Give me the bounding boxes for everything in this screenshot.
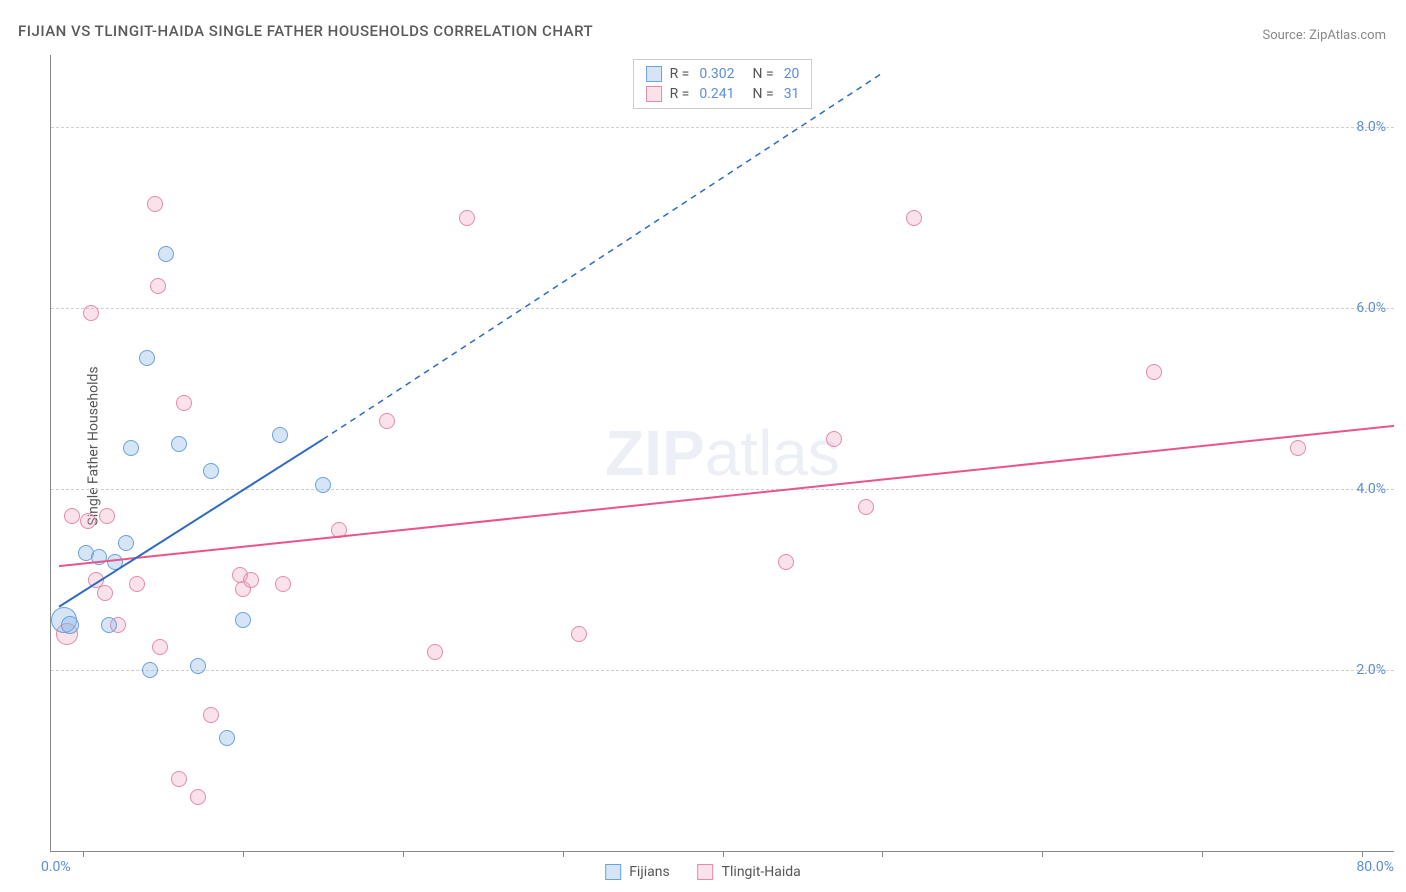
watermark-light: atlas: [705, 417, 840, 489]
x-tick: [1042, 851, 1043, 857]
scatter-point-pink: [1146, 364, 1162, 380]
legend-label: Tlingit-Haida: [722, 864, 801, 880]
scatter-point-pink: [243, 572, 259, 588]
legend-r-value: 0.302: [699, 66, 734, 82]
gridline-horizontal: [51, 489, 1394, 490]
x-tick: [83, 851, 84, 857]
scatter-point-pink: [64, 508, 80, 524]
scatter-point-pink: [171, 771, 187, 787]
scatter-point-blue: [203, 463, 219, 479]
scatter-point-pink: [190, 789, 206, 805]
scatter-point-blue: [139, 350, 155, 366]
trend-lines-layer: [51, 55, 1394, 851]
chart-title: FIJIAN VS TLINGIT-HAIDA SINGLE FATHER HO…: [18, 22, 593, 40]
scatter-point-pink: [80, 513, 96, 529]
x-axis-max-label: 80.0%: [1356, 859, 1394, 875]
gridline-horizontal: [51, 308, 1394, 309]
y-tick-label: 4.0%: [1356, 481, 1386, 497]
x-axis-min-label: 0.0%: [41, 859, 71, 875]
legend-n-label: N =: [753, 86, 774, 102]
watermark-bold: ZIP: [605, 417, 705, 489]
scatter-point-pink: [150, 278, 166, 294]
watermark: ZIPatlas: [605, 416, 840, 490]
scatter-point-pink: [83, 305, 99, 321]
legend-n-value: 31: [784, 86, 800, 102]
y-tick-label: 2.0%: [1356, 662, 1386, 678]
x-tick: [403, 851, 404, 857]
x-tick: [1202, 851, 1203, 857]
scatter-point-pink: [97, 585, 113, 601]
y-tick-label: 6.0%: [1356, 300, 1386, 316]
scatter-point-pink: [379, 413, 395, 429]
scatter-point-blue: [190, 658, 206, 674]
gridline-horizontal: [51, 127, 1394, 128]
x-tick: [882, 851, 883, 857]
legend-r-label: R =: [670, 86, 690, 102]
scatter-point-pink: [275, 576, 291, 592]
scatter-point-pink: [427, 644, 443, 660]
trend-line: [59, 426, 1394, 566]
scatter-point-pink: [778, 554, 794, 570]
scatter-point-blue: [235, 612, 251, 628]
legend-item-tlingit: Tlingit-Haida: [698, 864, 801, 880]
scatter-point-pink: [99, 508, 115, 524]
scatter-point-pink: [459, 210, 475, 226]
legend-swatch-pink: [646, 86, 662, 102]
series-legend: Fijians Tlingit-Haida: [605, 864, 801, 880]
scatter-point-pink: [129, 576, 145, 592]
scatter-point-pink: [826, 431, 842, 447]
scatter-point-pink: [176, 395, 192, 411]
scatter-point-blue: [272, 427, 288, 443]
gridline-horizontal: [51, 670, 1394, 671]
y-tick-label: 8.0%: [1356, 119, 1386, 135]
scatter-point-blue: [61, 616, 79, 634]
scatter-point-blue: [101, 617, 117, 633]
scatter-point-blue: [158, 246, 174, 262]
scatter-point-blue: [315, 477, 331, 493]
scatter-point-blue: [171, 436, 187, 452]
legend-swatch-icon: [698, 864, 714, 880]
legend-label: Fijians: [629, 864, 669, 880]
scatter-point-blue: [107, 554, 123, 570]
legend-r-value: 0.241: [699, 86, 734, 102]
scatter-point-blue: [142, 662, 158, 678]
scatter-point-pink: [331, 522, 347, 538]
scatter-point-pink: [1290, 440, 1306, 456]
scatter-point-pink: [147, 196, 163, 212]
x-tick: [723, 851, 724, 857]
scatter-point-blue: [118, 535, 134, 551]
source-attribution: Source: ZipAtlas.com: [1262, 28, 1386, 43]
scatter-point-blue: [123, 440, 139, 456]
legend-swatch-blue: [646, 66, 662, 82]
scatter-point-blue: [219, 730, 235, 746]
x-tick: [563, 851, 564, 857]
scatter-point-blue: [91, 549, 107, 565]
scatter-point-pink: [203, 707, 219, 723]
legend-row-blue: R = 0.302 N = 20: [646, 64, 800, 84]
legend-n-value: 20: [784, 66, 800, 82]
x-tick: [1362, 851, 1363, 857]
scatter-point-pink: [906, 210, 922, 226]
scatter-point-pink: [571, 626, 587, 642]
scatter-point-pink: [858, 499, 874, 515]
scatter-point-pink: [152, 639, 168, 655]
legend-row-pink: R = 0.241 N = 31: [646, 84, 800, 104]
legend-item-fijians: Fijians: [605, 864, 669, 880]
scatter-plot-area: ZIPatlas R = 0.302 N = 20 R = 0.241 N = …: [50, 55, 1394, 852]
legend-r-label: R =: [670, 66, 690, 82]
legend-swatch-icon: [605, 864, 621, 880]
correlation-legend: R = 0.302 N = 20 R = 0.241 N = 31: [633, 59, 813, 109]
legend-n-label: N =: [753, 66, 774, 82]
x-tick: [243, 851, 244, 857]
